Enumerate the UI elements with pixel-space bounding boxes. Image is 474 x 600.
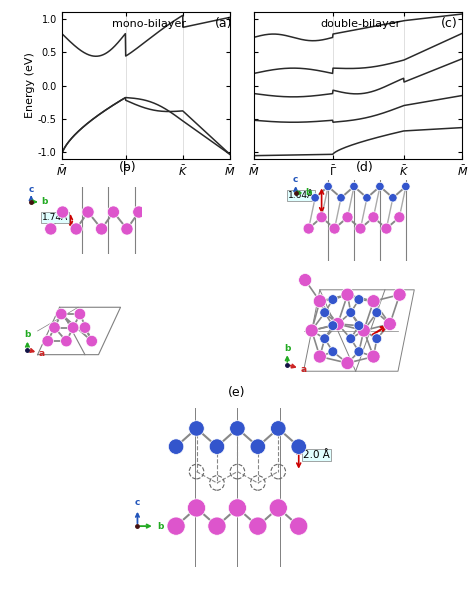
Circle shape (311, 194, 319, 202)
Circle shape (313, 350, 326, 363)
Circle shape (328, 321, 338, 331)
Circle shape (331, 317, 344, 331)
Circle shape (368, 212, 379, 223)
Text: (c): (c) (441, 17, 458, 29)
Circle shape (168, 439, 184, 454)
Circle shape (341, 356, 354, 370)
Circle shape (367, 295, 380, 308)
Circle shape (291, 439, 307, 454)
Circle shape (189, 421, 204, 436)
Y-axis label: Energy (eV): Energy (eV) (25, 53, 35, 118)
Text: b: b (157, 521, 164, 530)
Circle shape (249, 517, 267, 535)
Text: b: b (24, 331, 31, 340)
Circle shape (70, 223, 82, 235)
Text: b: b (284, 344, 291, 353)
Circle shape (49, 322, 60, 334)
Text: b: b (306, 188, 312, 197)
Circle shape (42, 335, 54, 347)
Circle shape (56, 206, 69, 218)
Text: 1.64Å: 1.64Å (288, 191, 314, 200)
Circle shape (55, 308, 67, 320)
Text: a: a (39, 349, 45, 358)
Text: c: c (28, 185, 34, 194)
Circle shape (209, 439, 225, 454)
Circle shape (363, 194, 371, 202)
Circle shape (328, 347, 338, 356)
Circle shape (250, 439, 265, 454)
Circle shape (372, 308, 382, 317)
Circle shape (354, 295, 364, 304)
Circle shape (228, 499, 246, 517)
Circle shape (355, 223, 366, 234)
Circle shape (45, 223, 57, 235)
Circle shape (381, 223, 392, 234)
Circle shape (354, 347, 364, 356)
Circle shape (357, 324, 370, 337)
Circle shape (328, 295, 338, 304)
Circle shape (269, 499, 287, 517)
Circle shape (74, 308, 86, 320)
Text: (e): (e) (228, 386, 246, 399)
Circle shape (346, 334, 356, 344)
Circle shape (86, 335, 98, 347)
Circle shape (346, 308, 356, 317)
Text: mono-bilayer: mono-bilayer (112, 19, 186, 29)
Circle shape (337, 194, 345, 202)
Circle shape (299, 274, 312, 287)
Circle shape (401, 182, 410, 191)
Circle shape (82, 206, 94, 218)
Text: 2.0 Å: 2.0 Å (303, 450, 330, 460)
Circle shape (67, 322, 79, 334)
Text: b: b (41, 197, 47, 206)
Circle shape (350, 182, 358, 191)
Text: a: a (301, 365, 307, 374)
Circle shape (305, 324, 318, 337)
Circle shape (342, 212, 353, 223)
Circle shape (79, 322, 91, 334)
Circle shape (389, 194, 397, 202)
Circle shape (341, 288, 354, 301)
Circle shape (320, 308, 329, 317)
Text: c: c (135, 499, 140, 508)
Circle shape (313, 295, 326, 308)
Circle shape (394, 212, 405, 223)
Circle shape (383, 317, 396, 331)
Circle shape (107, 206, 119, 218)
Circle shape (133, 206, 145, 218)
Circle shape (271, 421, 286, 436)
Circle shape (61, 335, 72, 347)
Circle shape (187, 499, 206, 517)
Circle shape (95, 223, 108, 235)
Circle shape (367, 350, 380, 363)
Text: 1.74Å: 1.74Å (42, 213, 68, 222)
Circle shape (303, 223, 314, 234)
Text: (d): (d) (356, 161, 374, 174)
Circle shape (376, 182, 384, 191)
Circle shape (320, 334, 329, 344)
Circle shape (354, 321, 364, 331)
Circle shape (324, 182, 332, 191)
Circle shape (316, 212, 327, 223)
Text: c: c (293, 175, 298, 184)
Circle shape (230, 421, 245, 436)
Circle shape (121, 223, 133, 235)
Text: double-bilayer: double-bilayer (320, 19, 401, 29)
Circle shape (329, 223, 340, 234)
Text: (b): (b) (119, 161, 137, 174)
Circle shape (393, 288, 406, 301)
Circle shape (290, 517, 308, 535)
Text: (a): (a) (215, 17, 232, 29)
Circle shape (208, 517, 226, 535)
Circle shape (167, 517, 185, 535)
Circle shape (372, 334, 382, 344)
